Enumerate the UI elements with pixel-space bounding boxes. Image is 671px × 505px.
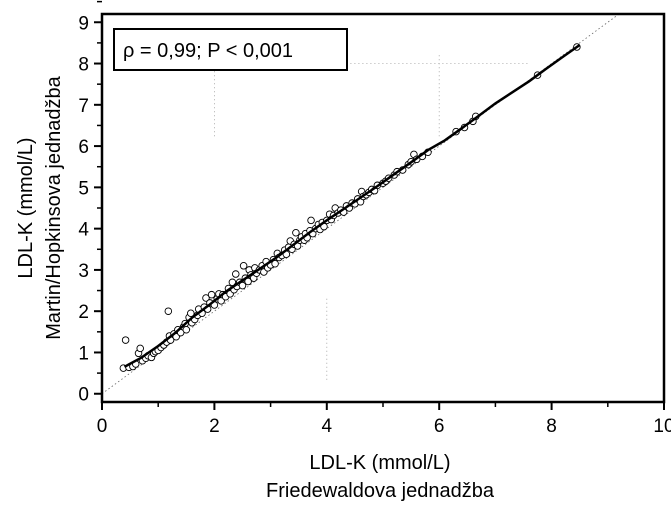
data-point — [238, 281, 247, 290]
data-point — [307, 216, 315, 225]
data-point — [228, 278, 237, 287]
data-point — [232, 270, 240, 278]
data-point — [207, 290, 216, 299]
x-tick-label: 8 — [546, 416, 557, 437]
data-point — [271, 259, 279, 268]
y-tick-label: 3 — [78, 261, 89, 282]
data-point — [164, 307, 173, 315]
x-tick-label: 2 — [209, 416, 220, 437]
x-axis-label-line2: Friedewaldova jednadžba — [266, 480, 495, 502]
y-tick-label: 2 — [78, 302, 89, 323]
x-tick-label: 4 — [322, 416, 333, 437]
data-point — [202, 294, 210, 302]
data-point — [187, 309, 195, 318]
data-point — [244, 277, 252, 286]
y-tick-label: 1 — [78, 343, 89, 364]
annotation-text: ρ = 0,99; P < 0,001 — [123, 40, 293, 62]
annotation-box: ρ = 0,99; P < 0,001 — [113, 28, 348, 71]
y-tick-label: 9 — [78, 13, 89, 34]
grid-lines — [213, 55, 530, 382]
x-axis-label: LDL-K (mmol/L) — [309, 452, 450, 474]
y-tick-label: 4 — [78, 220, 89, 241]
x-tick-label: 10 — [653, 416, 671, 437]
y-tick-label: 5 — [78, 178, 89, 199]
y-axis-label-line2: LDL-K (mmol/L) — [15, 137, 37, 278]
x-tick-label: 0 — [97, 416, 108, 437]
data-point — [136, 344, 144, 353]
y-tick-label: 0 — [78, 385, 89, 406]
y-tick-label: 7 — [78, 96, 89, 117]
data-point — [239, 262, 248, 270]
y-tick-label: 6 — [78, 137, 89, 158]
fit-curve — [123, 43, 581, 368]
y-axis-label: Martin/Hopkinsova jednadžba — [43, 75, 65, 339]
plot-frame — [100, 12, 666, 404]
data-point — [292, 229, 300, 237]
axes: 0 2 4 6 8 10 0 1 2 3 4 5 6 7 8 9 — [78, 0, 671, 437]
data-point — [182, 326, 191, 334]
y-tick-label: 8 — [78, 55, 89, 76]
x-tick-label: 6 — [434, 416, 445, 437]
data-point — [121, 336, 130, 344]
